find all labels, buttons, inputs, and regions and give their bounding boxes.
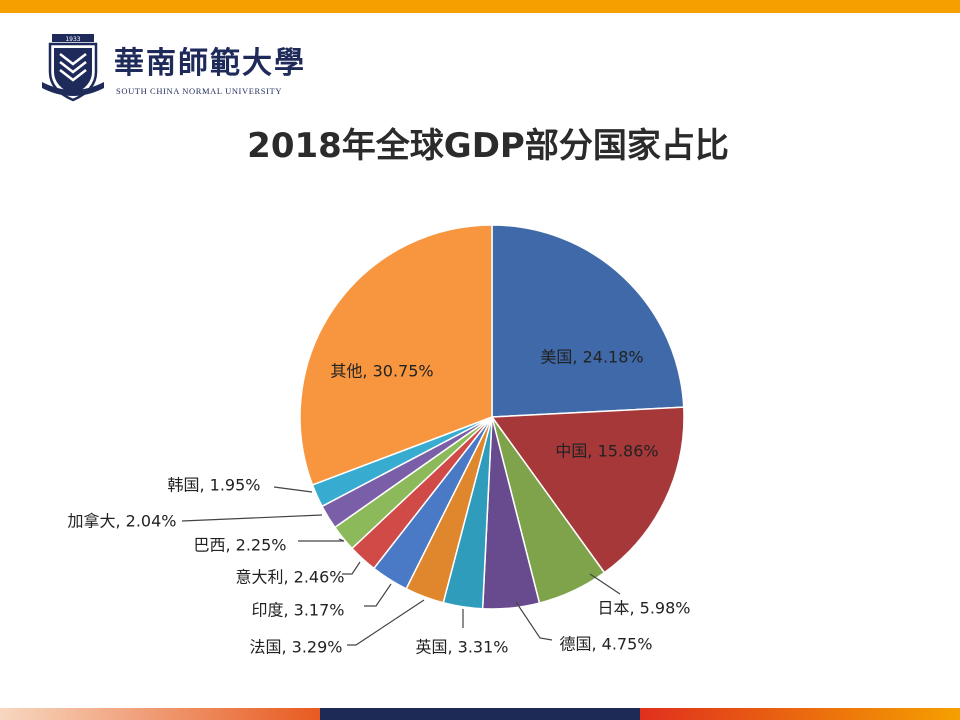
bottom-accent-bar <box>0 708 960 720</box>
leader-line-7 <box>342 561 361 575</box>
leader-line-10 <box>273 486 313 493</box>
leader-line-2 <box>589 573 621 595</box>
slice-label-6: 印度, 3.17% <box>251 601 344 620</box>
leader-lines <box>181 486 621 646</box>
slice-label-11: 其他, 30.75% <box>330 362 433 381</box>
slice-label-0: 美国, 24.18% <box>540 348 643 367</box>
leader-line-3 <box>515 601 553 641</box>
leader-line-6 <box>364 583 392 607</box>
pie-slice-0 <box>491 224 685 418</box>
slice-label-10: 韩国, 1.95% <box>167 476 260 495</box>
slice-label-3: 德国, 4.75% <box>559 635 652 654</box>
university-emblem-icon: 1933 <box>42 34 104 102</box>
university-logo: 1933 華南師範大學 SOUTH CHINA NORMAL UNIVERSIT… <box>40 32 304 104</box>
slice-label-2: 日本, 5.98% <box>597 599 690 618</box>
leader-line-9 <box>181 514 323 522</box>
bottom-bar-segment <box>640 708 960 720</box>
logo-name-en: SOUTH CHINA NORMAL UNIVERSITY <box>116 86 283 96</box>
slice-label-8: 巴西, 2.25% <box>193 536 286 555</box>
slice-label-7: 意大利, 2.46% <box>235 568 344 587</box>
logo-name-cn: 華南師範大學 <box>114 46 306 81</box>
bottom-bar-segment <box>0 708 320 720</box>
chart-title: 2018年全球GDP部分国家占比 <box>247 126 729 166</box>
emblem-year: 1933 <box>65 36 80 43</box>
pie-slice-11 <box>299 224 493 486</box>
top-accent-bar <box>0 0 960 13</box>
leader-line-8 <box>298 538 345 542</box>
slice-label-9: 加拿大, 2.04% <box>67 512 176 531</box>
slice-label-5: 法国, 3.29% <box>249 638 342 657</box>
slice-labels: 美国, 24.18% 中国, 15.86% 日本, 5.98% 德国, 4.75% 英国… <box>67 348 690 657</box>
bottom-bar-segment <box>320 708 640 720</box>
pie-slices <box>299 224 685 610</box>
slice-label-1: 中国, 15.86% <box>555 442 658 461</box>
slice-label-4: 英国, 3.31% <box>415 638 508 657</box>
pie-slice-1 <box>490 406 685 574</box>
leader-line-5 <box>347 599 425 646</box>
